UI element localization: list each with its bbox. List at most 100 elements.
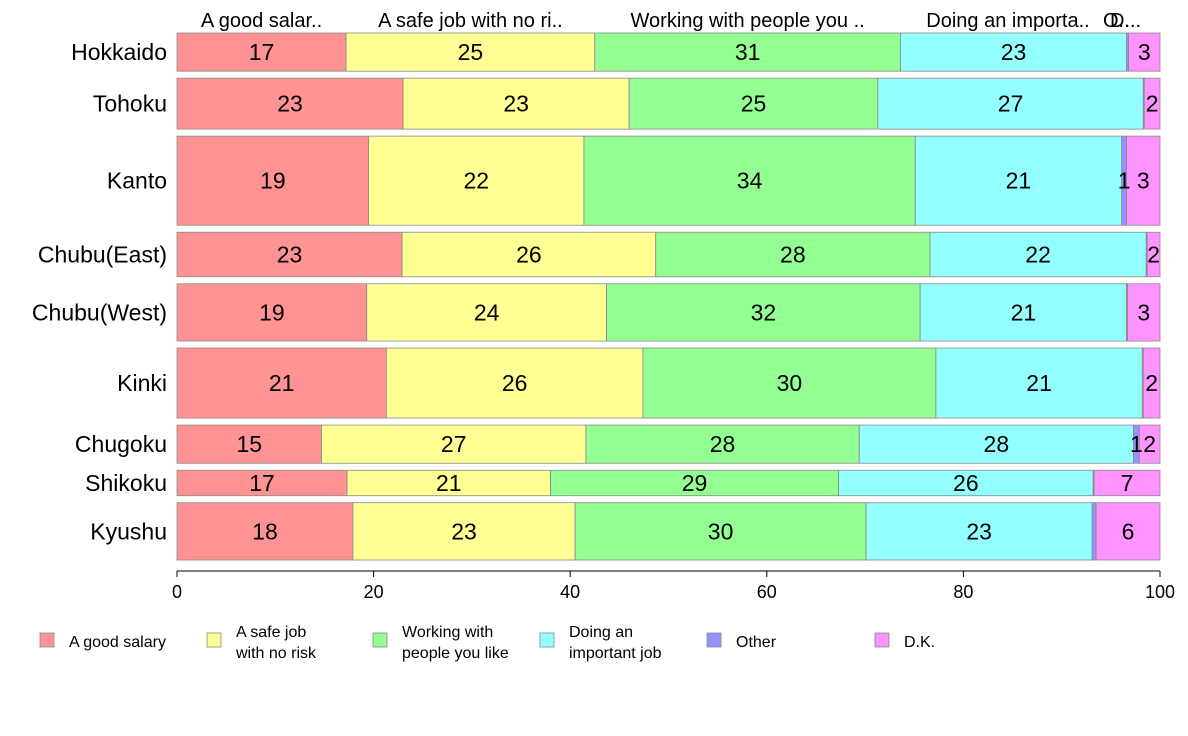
top-series-label: D... (1110, 10, 1141, 32)
data-label: 21 (436, 470, 462, 496)
data-label: 28 (780, 241, 806, 267)
data-label: 21 (1006, 168, 1032, 194)
legend-label: Other (736, 634, 777, 651)
data-label: 21 (1011, 299, 1037, 325)
bar-segment-tohoku-5 (1143, 77, 1161, 130)
bar-segment-shikoku-3 (838, 469, 1094, 497)
top-series-label: Working with people you .. (631, 10, 865, 32)
data-label: 23 (966, 518, 992, 544)
legend-label: A good salary (69, 634, 166, 651)
bar-segment-hokkaido-3 (900, 32, 1127, 72)
data-label: 3 (1138, 39, 1151, 65)
legend-label: with no risk (235, 645, 317, 662)
top-series-label: A good salar.. (201, 10, 322, 32)
bar-segment-chugoku-2 (585, 424, 860, 464)
data-label: 19 (260, 168, 286, 194)
bar-segment-chubu-west--5 (1127, 283, 1161, 342)
data-label: 25 (458, 39, 484, 65)
data-label: 7 (1121, 470, 1134, 496)
data-label: 2 (1145, 370, 1158, 396)
data-label: 22 (1025, 241, 1051, 267)
bar-segment-chubu-east--2 (655, 231, 931, 278)
bar-segment-shikoku-1 (346, 469, 551, 497)
data-label: 27 (441, 431, 467, 457)
bar-segment-chubu-east--0 (176, 231, 403, 278)
bar-segment-chugoku-3 (858, 424, 1134, 464)
data-label: 6 (1122, 518, 1135, 544)
row-label-chubu-west-: Chubu(West) (32, 299, 167, 325)
bar-segment-tohoku-0 (176, 77, 404, 130)
x-tick-label: 0 (172, 582, 182, 602)
bar-segment-kanto-3 (914, 135, 1123, 226)
bar-segment-chubu-east--5 (1146, 231, 1161, 278)
data-label: 23 (451, 518, 477, 544)
legend-swatch (874, 632, 890, 648)
x-tick-label: 100 (1145, 582, 1175, 602)
bar-segment-chubu-west--2 (606, 283, 921, 342)
row-label-kinki: Kinki (117, 370, 167, 396)
data-label: 24 (474, 299, 500, 325)
bar-segment-kyushu-5 (1095, 502, 1161, 561)
bar-segment-hokkaido-1 (345, 32, 596, 72)
bar-segment-kanto-5 (1126, 135, 1161, 226)
legend-swatch (39, 632, 55, 648)
row-label-chugoku: Chugoku (75, 431, 167, 457)
legend-swatch (706, 632, 722, 648)
bar-segment-chugoku-0 (176, 424, 322, 464)
data-label: 19 (259, 299, 285, 325)
x-tick-label: 60 (757, 582, 777, 602)
data-label: 25 (741, 91, 767, 117)
bar-segment-kyushu-1 (352, 502, 576, 561)
bar-segment-shikoku-5 (1093, 469, 1161, 497)
data-label: 23 (503, 91, 529, 117)
legend-swatch (539, 632, 555, 648)
bar-segment-hokkaido-5 (1128, 32, 1161, 72)
data-label: 26 (953, 470, 979, 496)
bar-segment-tohoku-1 (402, 77, 630, 130)
row-label-tohoku: Tohoku (93, 91, 167, 117)
bar-segment-kinki-0 (176, 347, 387, 419)
data-label: 28 (710, 431, 736, 457)
bar-segment-kanto-1 (368, 135, 585, 226)
data-label: 30 (777, 370, 803, 396)
data-label: 17 (249, 39, 275, 65)
data-label: 30 (708, 518, 734, 544)
data-label: 3 (1137, 168, 1150, 194)
top-series-label: Doing an importa.. (926, 10, 1089, 32)
data-label: 28 (984, 431, 1010, 457)
data-label: 2 (1147, 241, 1160, 267)
data-label: 21 (1026, 370, 1052, 396)
legend-label: A safe job (236, 624, 306, 641)
legend-label: Working with (402, 624, 493, 641)
legend-swatch (206, 632, 222, 648)
bar-segment-hokkaido-2 (594, 32, 901, 72)
bar-segment-chubu-west--1 (366, 283, 607, 342)
legend-swatch (372, 632, 388, 648)
bar-segment-chugoku-1 (321, 424, 587, 464)
bar-segment-kinki-5 (1142, 347, 1161, 419)
data-label: 29 (682, 470, 708, 496)
legend-label: D.K. (904, 634, 935, 651)
x-tick-label: 20 (364, 582, 384, 602)
bar-segment-hokkaido-0 (176, 32, 347, 72)
top-series-label: O.. (1103, 10, 1130, 32)
bar-segment-chubu-west--0 (176, 283, 368, 342)
bar-segment-kyushu-0 (176, 502, 354, 561)
bar-segment-kinki-1 (385, 347, 644, 419)
bar-segment-kanto-0 (176, 135, 370, 226)
legend-label: people you like (402, 645, 509, 662)
data-label: 31 (735, 39, 761, 65)
data-label: 34 (737, 168, 763, 194)
bar-segment-kyushu-3 (865, 502, 1093, 561)
legend-label: Doing an (569, 624, 633, 641)
bar-segment-chubu-west--3 (919, 283, 1127, 342)
data-label: 15 (236, 431, 262, 457)
data-label: 27 (998, 91, 1024, 117)
bar-segment-chugoku-5 (1138, 424, 1161, 464)
legend-label: important job (569, 645, 662, 662)
data-label: 23 (277, 241, 303, 267)
bar-segment-kanto-2 (583, 135, 916, 226)
data-label: 3 (1137, 299, 1150, 325)
bar-segment-kyushu-4 (1091, 502, 1097, 561)
